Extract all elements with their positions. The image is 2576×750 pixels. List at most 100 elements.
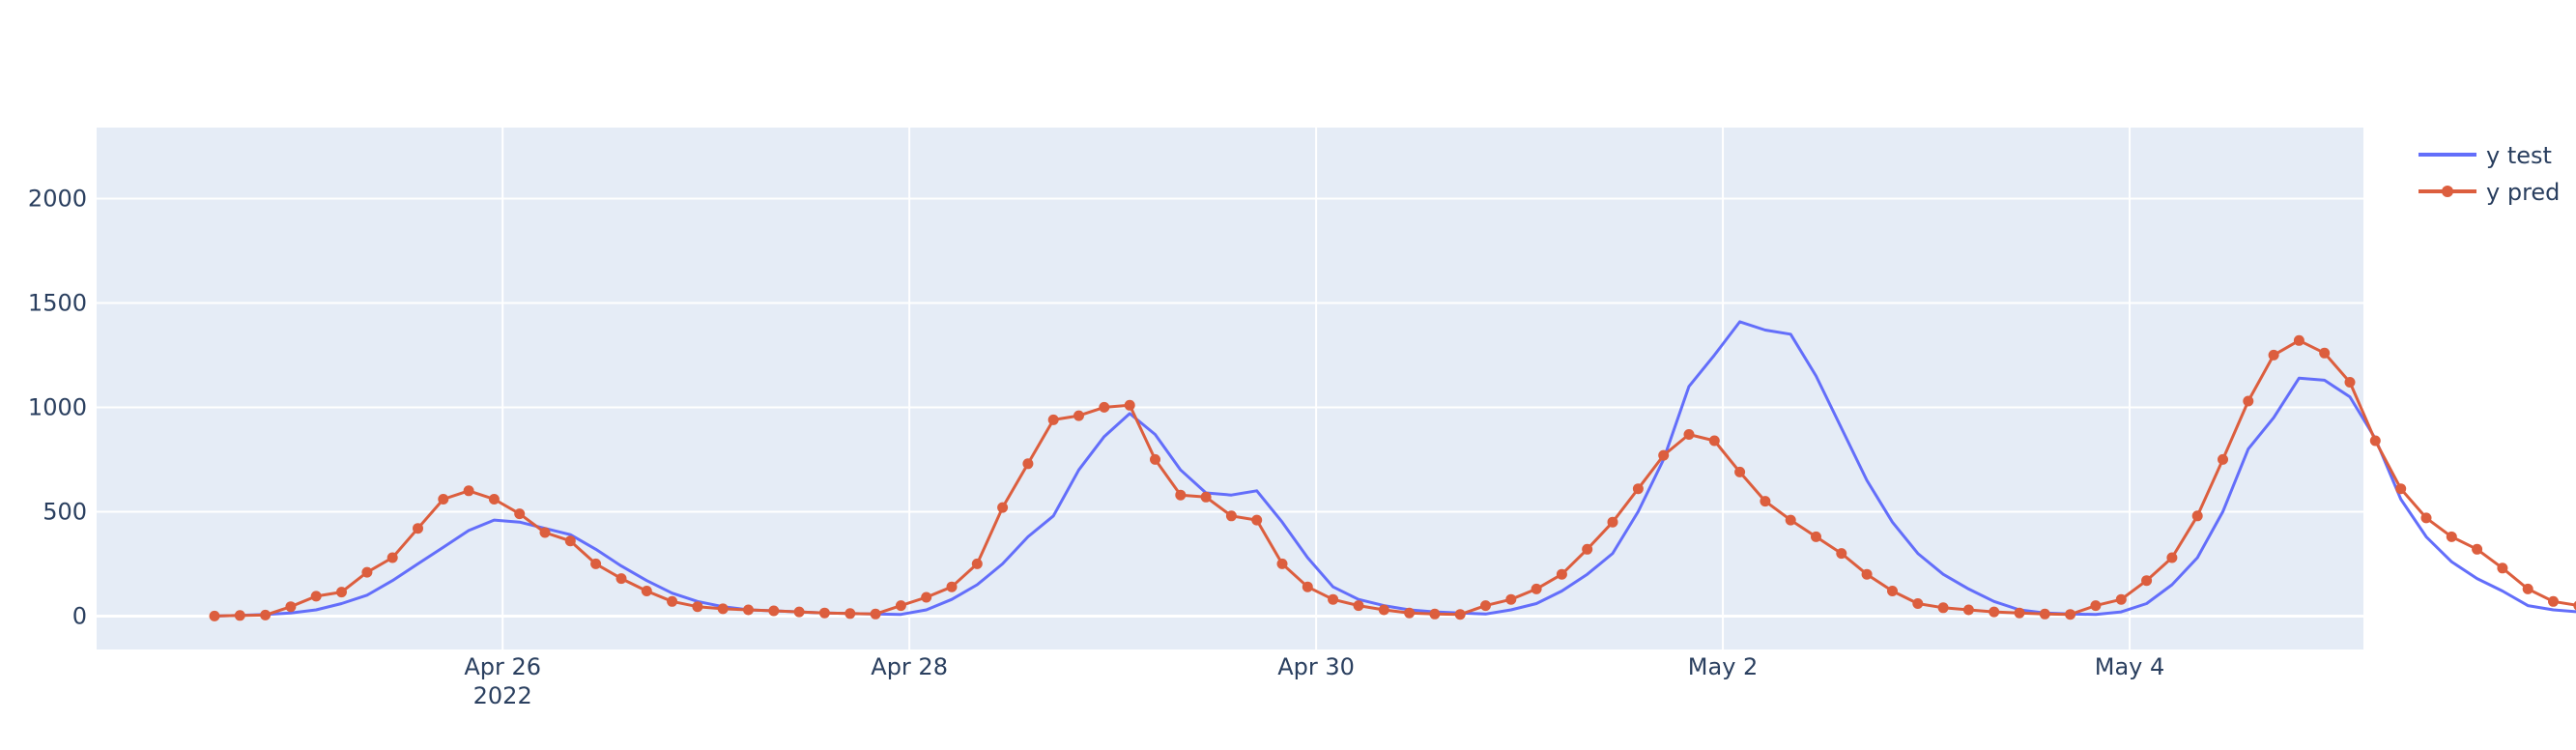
x-tick-label-3: May 2: [1688, 653, 1759, 680]
point-y-pred-18: [667, 595, 678, 607]
point-y-pred-92: [2548, 595, 2559, 607]
point-y-pred-50: [1480, 600, 1491, 612]
point-y-pred-90: [2497, 562, 2508, 574]
point-y-pred-68: [1937, 602, 1949, 614]
point-y-pred-54: [1582, 543, 1593, 555]
point-y-pred-65: [1861, 568, 1873, 580]
series-line-y-test: [214, 320, 2576, 618]
point-y-pred-5: [336, 587, 347, 598]
y-tick-label-4: 2000: [28, 185, 87, 212]
point-y-pred-36: [1124, 399, 1135, 411]
point-y-pred-93: [2573, 600, 2576, 611]
point-y-pred-84: [2344, 377, 2356, 388]
point-y-pred-76: [2141, 575, 2153, 587]
legend-marker-y-pred: [2442, 186, 2453, 197]
x-gridlines: [501, 128, 2132, 649]
point-y-pred-31: [997, 502, 1009, 513]
point-y-pred-25: [844, 608, 856, 620]
point-y-pred-4: [310, 591, 322, 602]
point-y-pred-32: [1022, 458, 1034, 470]
point-y-pred-21: [743, 604, 754, 616]
x-tick-label-2: Apr 30: [1277, 653, 1355, 680]
point-y-pred-41: [1251, 514, 1263, 526]
point-y-pred-6: [361, 566, 373, 578]
point-y-pred-1: [234, 610, 245, 621]
legend-item-y-pred[interactable]: y pred: [2419, 179, 2560, 206]
point-y-pred-59: [1708, 435, 1720, 447]
point-y-pred-0: [209, 610, 220, 621]
point-y-pred-55: [1607, 516, 1618, 528]
legend-item-y-test[interactable]: y test: [2419, 142, 2552, 169]
point-y-pred-8: [413, 523, 423, 534]
point-y-pred-33: [1047, 414, 1059, 425]
y-axis-ticks: 0 500 1000 1500 2000: [28, 185, 87, 629]
point-y-pred-17: [641, 586, 652, 596]
y-tick-label-1: 500: [43, 498, 87, 525]
point-y-pred-62: [1785, 514, 1796, 526]
point-y-pred-81: [2268, 349, 2279, 361]
point-y-pred-66: [1887, 586, 1898, 596]
point-y-pred-3: [285, 601, 297, 613]
point-y-pred-20: [717, 603, 729, 615]
point-y-pred-85: [2369, 435, 2381, 447]
point-y-pred-49: [1454, 609, 1466, 620]
legend-label-y-pred: y pred: [2486, 179, 2560, 206]
legend[interactable]: y test y pred: [2419, 142, 2560, 206]
point-y-pred-43: [1302, 581, 1313, 592]
point-y-pred-79: [2218, 453, 2228, 465]
point-y-pred-13: [539, 527, 551, 538]
legend-label-y-test: y test: [2486, 142, 2552, 169]
x-tick-label-4: May 4: [2095, 653, 2165, 680]
point-y-pred-58: [1683, 429, 1695, 440]
point-y-pred-39: [1200, 491, 1212, 503]
point-y-pred-46: [1378, 604, 1389, 616]
point-y-pred-64: [1836, 548, 1847, 560]
y-tick-label-2: 1000: [28, 393, 87, 420]
point-y-pred-11: [488, 494, 500, 505]
point-y-pred-24: [818, 607, 830, 619]
x-tick-sublabel-0: 2022: [473, 682, 532, 709]
x-tick-label-1: Apr 28: [871, 653, 948, 680]
point-y-pred-72: [2039, 608, 2050, 620]
y-tick-label-0: 0: [72, 602, 87, 629]
point-y-pred-69: [1962, 604, 1974, 616]
point-y-pred-29: [946, 581, 958, 592]
point-y-pred-75: [2115, 593, 2127, 605]
point-y-pred-48: [1429, 608, 1441, 620]
point-y-pred-16: [615, 573, 627, 585]
point-y-pred-14: [564, 535, 576, 547]
point-y-pred-89: [2472, 543, 2483, 555]
point-y-pred-23: [793, 606, 805, 618]
point-y-pred-71: [2014, 607, 2025, 619]
point-y-pred-47: [1404, 607, 1416, 619]
point-y-pred-44: [1328, 593, 1339, 605]
point-y-pred-53: [1556, 568, 1567, 580]
point-y-pred-9: [438, 494, 449, 505]
point-y-pred-15: [590, 558, 602, 569]
point-y-pred-28: [921, 591, 932, 603]
point-y-pred-34: [1073, 410, 1084, 421]
point-y-pred-78: [2191, 510, 2203, 522]
point-y-pred-38: [1175, 489, 1187, 501]
point-y-pred-12: [514, 508, 526, 520]
point-y-pred-22: [768, 605, 780, 617]
point-y-pred-45: [1353, 600, 1364, 612]
series-y-pred: [209, 334, 2576, 621]
point-y-pred-37: [1150, 453, 1160, 465]
point-y-pred-63: [1811, 531, 1821, 542]
point-y-pred-82: [2293, 334, 2304, 346]
point-y-pred-87: [2420, 512, 2432, 524]
point-y-pred-83: [2319, 347, 2331, 359]
point-y-pred-73: [2065, 609, 2076, 620]
point-y-pred-56: [1632, 483, 1644, 495]
series-layer: [209, 320, 2576, 621]
plot-background: [97, 128, 2363, 649]
point-y-pred-80: [2243, 395, 2254, 407]
point-y-pred-61: [1760, 496, 1771, 507]
point-y-pred-91: [2522, 583, 2533, 594]
point-y-pred-42: [1276, 558, 1288, 569]
point-y-pred-70: [1989, 606, 2000, 618]
point-y-pred-57: [1658, 449, 1670, 461]
